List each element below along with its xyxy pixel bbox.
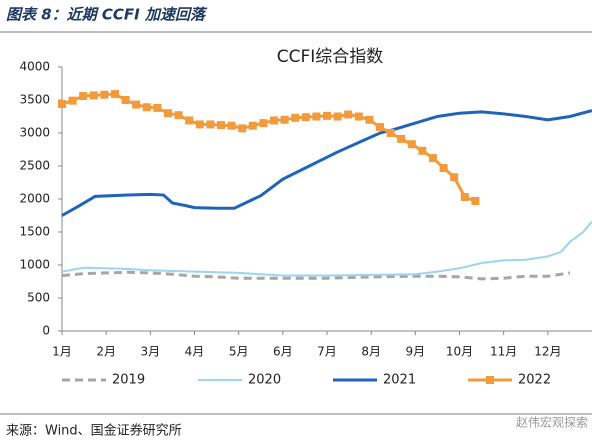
x-tick-label: 3月 [141,345,161,359]
x-tick-label: 7月 [317,345,337,359]
marker [471,196,480,205]
legend-label: 2020 [248,373,281,388]
y-tick-label: 0 [42,324,50,338]
marker [132,100,141,109]
marker [142,103,151,112]
y-tick-label: 3500 [19,93,50,107]
marker [407,140,416,149]
x-tick-label: 5月 [229,345,249,359]
y-tick-label: 500 [27,291,50,305]
marker [450,173,459,182]
marker [206,120,215,129]
marker [333,112,342,121]
marker [227,121,236,130]
marker [259,119,268,128]
legend-label: 2021 [383,373,416,388]
legend-marker [486,376,494,384]
marker [386,129,395,137]
marker [58,99,66,108]
y-tick-label: 2000 [19,192,50,206]
marker [439,163,448,172]
y-tick-label: 4000 [19,60,50,74]
marker [418,146,427,155]
marker [365,115,374,124]
marker [238,124,247,133]
y-tick-label: 1000 [19,258,50,272]
marker [68,96,77,105]
marker [344,110,353,119]
x-tick-label: 6月 [273,345,293,359]
marker [280,115,289,124]
legend-label: 2022 [518,373,551,388]
x-tick-label: 4月 [185,345,205,359]
x-tick-label: 10月 [446,345,473,359]
marker [195,120,204,129]
marker [397,134,406,143]
y-tick-label: 3000 [19,126,50,140]
marker [460,193,469,202]
marker [185,116,194,125]
header: 图表 8：近期 CCFI 加速回落 [6,6,208,24]
marker [100,90,109,99]
series-line [61,270,571,281]
marker [429,154,437,163]
marker [354,112,363,121]
marker [323,111,331,120]
y-tick-label: 2500 [19,159,50,173]
marker [248,121,257,130]
x-tick-label: 2月 [96,345,116,359]
marker [121,96,130,104]
marker [79,92,88,101]
x-tick-label: 12月 [534,345,561,359]
series-line [61,220,592,277]
marker [291,113,300,122]
series-line [61,92,476,203]
marker [270,116,278,125]
marker [301,113,310,122]
watermark: 赵伟宏观探索 [516,415,588,430]
x-tick-label: 11月 [490,345,517,359]
y-tick-label: 1500 [19,225,50,239]
legend-label: 2019 [112,373,145,388]
source: 来源：Wind、国金证券研究所 [6,423,182,439]
marker [376,123,384,132]
marker [174,111,183,120]
x-tick-label: 8月 [361,345,381,359]
marker [153,103,162,112]
marker [111,90,119,99]
marker [89,91,98,100]
series-line [61,109,592,217]
marker [164,109,172,118]
x-tick-label: 1月 [52,345,72,359]
marker [217,121,225,130]
x-tick-label: 9月 [406,345,426,359]
marker [312,112,321,121]
chart-title: CCFI综合指数 [277,47,384,67]
